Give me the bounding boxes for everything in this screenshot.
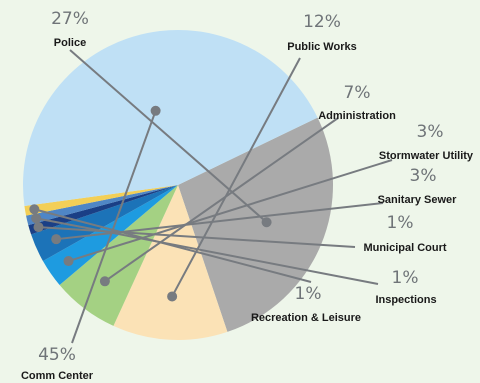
- leader-line: [68, 159, 393, 262]
- leader-dot: [99, 276, 110, 287]
- sanitary-sewer-label: Sanitary Sewer: [378, 194, 458, 206]
- public-works-percent: 12%: [303, 12, 341, 32]
- stormwater-utility-label: Stormwater Utility: [379, 150, 474, 162]
- leader-dot: [31, 213, 42, 224]
- leader-line: [104, 117, 339, 283]
- leader-line: [38, 226, 356, 248]
- police-label: Police: [54, 37, 86, 49]
- leader-line: [35, 217, 379, 285]
- leader-dot: [261, 217, 272, 228]
- comm-center-percent: 45%: [38, 345, 76, 365]
- public-works-label: Public Works: [287, 41, 356, 53]
- leader-dot: [29, 204, 40, 215]
- police-percent: 27%: [51, 9, 89, 29]
- pie-slice-administration: [59, 185, 179, 326]
- recreation-leisure-percent: 1%: [295, 284, 322, 304]
- leader-dot: [63, 256, 74, 267]
- pie-slice-sanitary-sewer: [31, 185, 178, 262]
- leader-lines: [29, 49, 393, 344]
- leader-line: [69, 49, 268, 224]
- municipal-court-label: Municipal Court: [363, 242, 446, 254]
- stormwater-utility-percent: 3%: [417, 122, 444, 142]
- comm-center-label: Comm Center: [21, 370, 94, 382]
- administration-percent: 7%: [344, 83, 371, 103]
- administration-label: Administration: [318, 110, 396, 122]
- pie-slice-inspections: [26, 185, 179, 226]
- sanitary-sewer-percent: 3%: [410, 166, 437, 186]
- leader-dot: [51, 234, 62, 245]
- leader-dot: [33, 222, 44, 233]
- inspections-percent: 1%: [392, 268, 419, 288]
- pie-slices: [23, 30, 334, 340]
- pie-slice-recreation-leisure: [24, 185, 178, 216]
- inspections-label: Inspections: [375, 294, 436, 306]
- municipal-court-percent: 1%: [387, 213, 414, 233]
- leader-line: [171, 57, 301, 297]
- leader-dot: [150, 105, 161, 116]
- leader-line: [71, 110, 157, 344]
- leader-line: [34, 208, 312, 283]
- leader-dot: [167, 291, 178, 302]
- recreation-leisure-label: Recreation & Leisure: [251, 312, 361, 324]
- pie-slice-municipal-court: [28, 185, 179, 235]
- pie-slice-public-works: [113, 185, 228, 340]
